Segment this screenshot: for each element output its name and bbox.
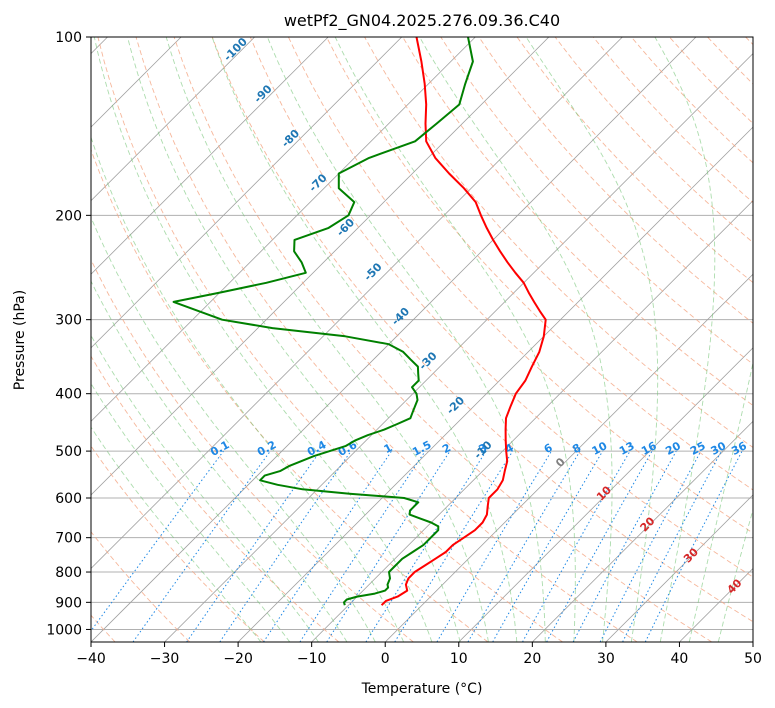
isotherm-line	[532, 420, 753, 642]
dry-adiabat-line	[91, 258, 414, 642]
axis-ticks: −40 −30 −20 −10 0 10 20 30 40 50 100 200 300 400 500 60…	[46, 30, 762, 667]
isotherm-line	[384, 273, 753, 642]
moist-adiabat-line	[91, 280, 348, 642]
dry-adiabat-line	[97, 37, 563, 642]
moist-adiabat-line	[334, 37, 576, 642]
mixing-ratio-line	[186, 450, 321, 642]
moist-adiabat-line	[165, 37, 489, 642]
mixing-ratio-line	[91, 450, 224, 632]
dry-adiabat-line	[478, 37, 753, 324]
dry-adiabat-line	[91, 148, 489, 642]
moist-adiabat-line	[91, 426, 262, 642]
mixing-ratio-label: 25	[688, 439, 708, 458]
x-axis-label: Temperature (°C)	[361, 681, 483, 697]
isotherm-line	[91, 37, 476, 422]
x-tick-label: 30	[597, 651, 615, 667]
moist-adiabat-line	[91, 334, 319, 642]
dry-adiabat-line	[91, 531, 191, 642]
y-tick-label: 700	[55, 531, 82, 547]
moist-adiabat-line	[525, 37, 659, 642]
x-tick-label: 40	[671, 651, 689, 667]
mixing-ratio-line	[263, 450, 392, 642]
moist-adiabat-line	[717, 507, 753, 642]
mixing-ratio-line	[219, 450, 352, 642]
isotherm-line	[91, 37, 255, 202]
mixing-ratio-label: 10	[590, 439, 610, 458]
y-tick-label: 300	[55, 313, 82, 329]
x-tick-label: −40	[76, 651, 106, 667]
mixing-ratio-line	[522, 450, 631, 642]
dry-adiabat-line	[326, 37, 753, 491]
plot-frame	[90, 36, 754, 643]
x-tick-label: −10	[297, 651, 327, 667]
isotherm-line	[605, 494, 753, 642]
y-tick-label: 1000	[46, 622, 82, 638]
x-tick-label: 0	[381, 651, 390, 667]
dry-adiabat-line	[516, 37, 753, 284]
isotherm-line	[91, 37, 403, 349]
mixing-ratio-label: 13	[617, 439, 637, 458]
dry-adiabat-line	[211, 37, 753, 623]
mixing-ratio-label: 16	[639, 439, 659, 458]
y-tick-label: 100	[55, 30, 82, 46]
mixing-ratio-line	[572, 450, 677, 642]
moist-adiabat-line	[91, 135, 405, 642]
x-tick-label: 20	[523, 651, 541, 667]
mixing-ratio-line	[326, 450, 451, 642]
mixing-ratio-label: 36	[729, 439, 749, 458]
mixing-ratio-line	[132, 450, 271, 642]
profile-lines	[172, 37, 547, 606]
dry-adiabat-line	[402, 37, 753, 407]
mixing-ratio-line	[546, 450, 653, 642]
dry-adiabat-line	[91, 355, 340, 642]
y-tick-label: 800	[55, 565, 82, 581]
x-tick-label: 50	[744, 651, 762, 667]
x-tick-label: −30	[150, 651, 180, 667]
isotherm-line	[164, 52, 753, 642]
isotherm-line	[237, 126, 753, 642]
mixing-ratio-label: 30	[709, 439, 729, 458]
isotherm-line	[91, 37, 697, 642]
isotherm-line	[91, 37, 623, 570]
moist-adiabat-line	[91, 382, 291, 642]
moist-adiabat-line	[688, 360, 753, 642]
moist-adiabat-line	[266, 37, 546, 642]
y-tick-label: 500	[55, 444, 82, 460]
mixing-ratio-label: 20	[663, 439, 683, 458]
temperature-profile-line	[380, 37, 547, 606]
moist-adiabat-line	[211, 37, 518, 642]
dewpoint-profile-line	[172, 37, 474, 606]
mixing-ratio-line	[394, 450, 514, 642]
dry-adiabat-line	[249, 37, 753, 578]
moist-adiabat-line	[127, 37, 461, 642]
chart-title: wetPf2_GN04.2025.276.09.36.C40	[284, 11, 560, 31]
y-tick-label: 600	[55, 491, 82, 507]
dry-adiabat-line	[91, 445, 265, 642]
isotherm-line	[91, 37, 329, 275]
moist-adiabat-line	[93, 37, 433, 642]
moist-adiabat-line	[419, 37, 613, 642]
y-axis-label: Pressure (hPa)	[12, 290, 28, 390]
dry-adiabat-line	[135, 37, 638, 642]
y-tick-label: 900	[55, 595, 82, 611]
moist-adiabat-line	[91, 216, 376, 642]
mixing-ratio-line	[299, 450, 426, 642]
x-tick-label: 10	[450, 651, 468, 667]
isotherm-line	[91, 37, 550, 496]
mixing-ratio-line	[644, 450, 743, 642]
dry-adiabat-line	[173, 37, 713, 642]
y-tick-label: 400	[55, 387, 82, 403]
isotherm-line	[458, 347, 753, 642]
moist-adiabat-line	[654, 37, 716, 642]
x-tick-label: −20	[223, 651, 253, 667]
y-tick-label: 200	[55, 208, 82, 224]
